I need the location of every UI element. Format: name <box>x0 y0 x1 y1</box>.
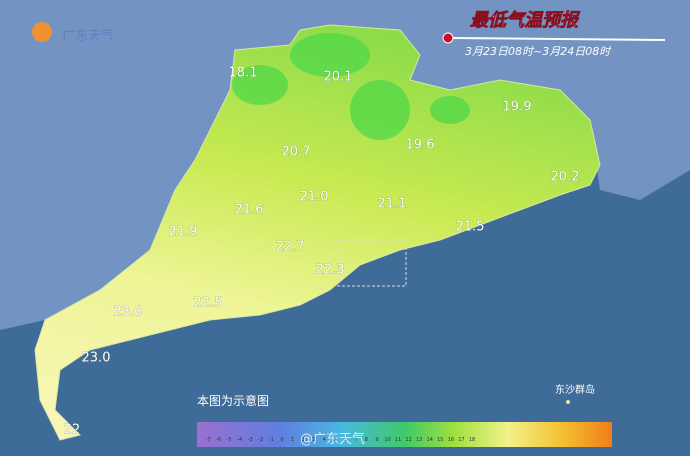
station-temp: 20.2 <box>551 170 580 185</box>
legend-label: 14 <box>427 437 433 443</box>
legend-label: 18 <box>469 437 475 443</box>
legend-label: 8 <box>365 437 368 443</box>
station-temp: 21.9 <box>169 225 198 240</box>
legend-label: 16 <box>448 437 454 443</box>
legend-label: -6 <box>216 437 221 443</box>
station-temp: 18.1 <box>229 66 258 81</box>
legend-label: -5 <box>227 437 232 443</box>
legend-label: 15 <box>437 437 443 443</box>
legend-label: 5 <box>333 437 336 443</box>
guangdong <box>34 24 601 441</box>
station-temp: 22.5 <box>194 296 223 311</box>
title-rule <box>447 37 666 41</box>
station-labels: 18.1 20.1 19.9 20.7 19.6 21.0 20.2 21.6 21.1 21.9… <box>63 65 580 438</box>
watermark: @广东天气 <box>300 431 365 447</box>
station-temp: 20.1 <box>324 70 353 85</box>
legend-labels: -7 -6 -5 -4 -3 -2 -1 0 1 2 3 4 5 6 7 8 9 10 11 12 13 14 15 16 17… <box>206 437 476 443</box>
legend-label: 12 <box>405 437 411 443</box>
station-temp: 21.6 <box>235 203 264 218</box>
legend-label: 4 <box>323 437 326 443</box>
legend-label: -2 <box>258 437 263 443</box>
station-temp: 23.0 <box>82 351 111 366</box>
legend-label: -4 <box>237 437 242 443</box>
legend-label: -1 <box>269 437 274 443</box>
legend-label: 1 <box>291 437 294 443</box>
title: 最低气温预报 <box>470 10 581 31</box>
legend-label: 10 <box>384 437 390 443</box>
station-temp: 22 <box>64 423 81 438</box>
cold-zones <box>232 33 470 140</box>
station-temp: 22.3 <box>316 263 345 278</box>
title-dot <box>442 32 454 44</box>
legend-label: 3 <box>312 437 315 443</box>
logo-icon <box>32 22 52 42</box>
station-temp: 21.1 <box>378 197 407 212</box>
legend-bar <box>197 422 612 447</box>
station-temp: 21.5 <box>456 220 485 235</box>
logo-text: 广东天气 <box>62 28 114 44</box>
legend-label: 6 <box>344 437 347 443</box>
hk-macau-box <box>337 239 407 287</box>
subtitle: 3月23日08时~3月24日08时 <box>465 45 612 58</box>
legend-label: 13 <box>416 437 422 443</box>
legend-label: -7 <box>206 437 211 443</box>
note: 本图为示意图 <box>197 393 269 408</box>
legend-label: 9 <box>375 437 378 443</box>
station-temp: 20.7 <box>282 145 311 160</box>
island-label: 东沙群岛 <box>555 383 595 396</box>
station-temp: 23.0 <box>114 305 143 320</box>
station-temp: 19.6 <box>406 138 435 153</box>
station-temp: 19.9 <box>503 100 532 115</box>
station-temp: 21.0 <box>300 190 329 205</box>
station-temp: 22.7 <box>276 240 305 255</box>
legend-label: 17 <box>458 437 464 443</box>
legend-label: 2 <box>301 437 304 443</box>
legend-label: -3 <box>248 437 253 443</box>
legend-label: 7 <box>354 437 357 443</box>
legend-label: 0 <box>280 437 283 443</box>
legend-label: 11 <box>395 437 401 443</box>
island-dot <box>566 400 570 404</box>
